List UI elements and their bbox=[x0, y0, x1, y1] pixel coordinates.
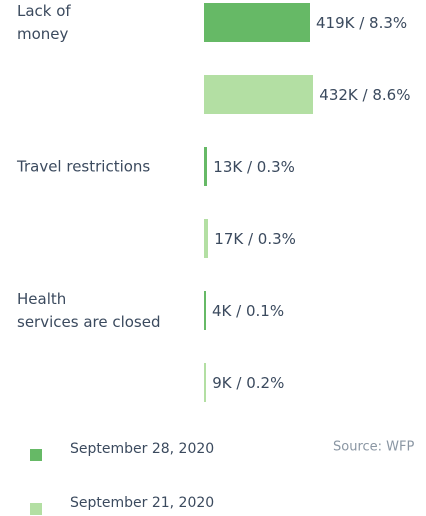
category-label: Lack of money bbox=[17, 1, 71, 43]
legend-label: September 21, 2020 bbox=[70, 495, 215, 511]
value-label: 17K / 0.3% bbox=[214, 229, 296, 248]
bar bbox=[204, 219, 209, 258]
value-label: 9K / 0.2% bbox=[212, 373, 285, 392]
value-label: 432K / 8.6% bbox=[319, 85, 411, 104]
legend-swatch bbox=[30, 503, 42, 515]
source: Source: WFP bbox=[333, 439, 415, 455]
category-label: Travel restrictions bbox=[17, 157, 151, 175]
category-label: Health services are closed bbox=[17, 289, 161, 331]
bar bbox=[204, 147, 208, 186]
value-label: 13K / 0.3% bbox=[213, 157, 295, 176]
bar bbox=[204, 75, 314, 114]
legend-swatch bbox=[30, 449, 42, 461]
value-label: 419K / 8.3% bbox=[316, 13, 408, 32]
value-label: 4K / 0.1% bbox=[212, 301, 285, 320]
bar bbox=[204, 363, 207, 402]
bar bbox=[204, 291, 206, 330]
legend-label: September 28, 2020 bbox=[70, 441, 215, 457]
bar bbox=[204, 3, 310, 42]
